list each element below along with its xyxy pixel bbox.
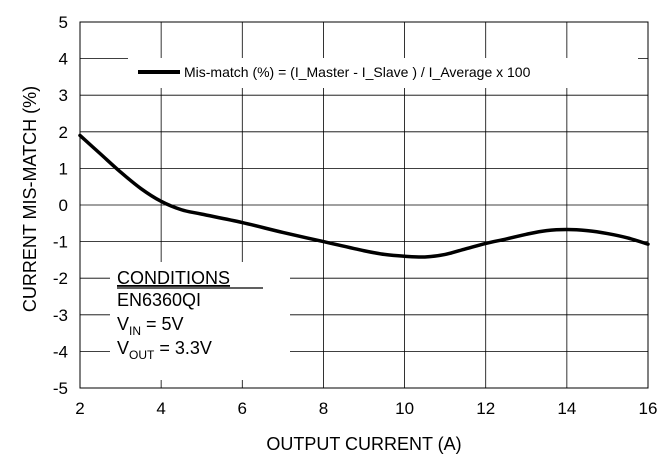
x-axis-label: OUTPUT CURRENT (A) [266,434,461,454]
y-axis-ticks: -5 -4 -3 -2 -1 0 1 2 3 4 5 [53,13,68,398]
conditions-background [110,262,290,380]
y-tick-label: 1 [59,159,68,178]
y-tick-label: -1 [53,233,68,252]
y-tick-label: 5 [59,13,68,32]
legend-label: Mis-match (%) = (I_Master - I_Slave ) / … [184,64,531,80]
conditions-subscript: OUT [129,348,155,362]
conditions-value: = 3.3V [154,338,212,358]
x-tick-label: 8 [319,399,328,418]
y-tick-label: -4 [53,342,68,361]
x-tick-label: 16 [639,399,658,418]
x-tick-label: 4 [156,399,165,418]
y-tick-label: -2 [53,269,68,288]
y-tick-label: -5 [53,379,68,398]
y-axis-label: CURRENT MIS-MATCH (%) [20,86,40,312]
y-tick-label: 0 [59,196,68,215]
x-tick-label: 10 [395,399,414,418]
y-tick-label: 3 [59,86,68,105]
legend: Mis-match (%) = (I_Master - I_Slave ) / … [128,58,638,88]
conditions-line: EN6360QI [117,290,201,310]
y-tick-label: 4 [59,50,68,69]
x-tick-label: 14 [557,399,576,418]
x-tick-label: 2 [75,399,84,418]
conditions-heading: CONDITIONS [117,268,230,288]
conditions-subscript: IN [129,324,141,338]
y-tick-label: 2 [59,123,68,142]
legend-background [128,58,638,88]
conditions-value: = 5V [141,314,184,334]
plot-frame [79,21,649,389]
x-tick-label: 6 [238,399,247,418]
x-tick-label: 12 [476,399,495,418]
series-line [78,133,650,259]
x-axis-ticks: 2 4 6 8 10 12 14 16 [75,399,657,418]
y-tick-label: -3 [53,306,68,325]
